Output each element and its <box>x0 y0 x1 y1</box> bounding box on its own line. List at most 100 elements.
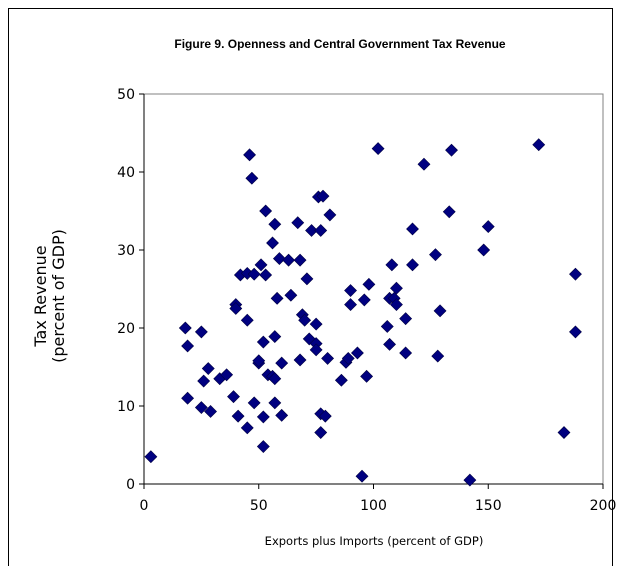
data-point <box>291 216 305 230</box>
x-axis <box>143 483 604 489</box>
data-point <box>318 409 332 423</box>
data-point <box>252 354 266 368</box>
data-point <box>181 339 195 353</box>
plot-area <box>143 93 604 485</box>
y-tick-label: 40 <box>117 165 135 181</box>
data-point <box>341 351 355 365</box>
data-point <box>275 408 289 422</box>
data-point <box>259 204 273 218</box>
data-point <box>256 440 270 453</box>
y-axis-label-line-1: Tax Revenue <box>31 245 50 347</box>
data-point <box>309 317 323 331</box>
x-tick-label: 0 <box>140 498 149 514</box>
data-point <box>442 205 456 219</box>
data-point <box>406 258 419 272</box>
data-point <box>569 325 582 339</box>
y-axis-label-group: Tax Revenue (percent of GDP) <box>31 229 68 363</box>
data-point <box>355 469 369 483</box>
x-tick-label: 50 <box>250 498 268 514</box>
data-point <box>181 391 195 405</box>
data-point <box>268 217 282 231</box>
x-axis-label: Exports plus Imports (percent of GDP) <box>265 534 484 548</box>
data-point <box>532 138 546 152</box>
data-point <box>433 304 447 318</box>
data-point <box>309 343 323 357</box>
data-point <box>445 143 458 157</box>
data-point <box>344 284 357 297</box>
data-point <box>282 253 296 267</box>
x-tick-labels: 0 50 100 150 200 <box>140 498 617 514</box>
data-point <box>272 252 286 266</box>
data-point <box>229 302 243 315</box>
y-tick-label: 20 <box>117 321 135 337</box>
data-point <box>344 298 357 312</box>
data-point <box>243 148 256 162</box>
y-tick-label: 30 <box>117 243 135 259</box>
data-point <box>351 346 364 360</box>
data-point <box>399 312 413 326</box>
data-point <box>247 267 261 281</box>
data-point <box>362 277 376 291</box>
x-tick-label: 200 <box>590 498 617 514</box>
data-point <box>268 330 282 344</box>
data-point <box>266 236 279 250</box>
data-point <box>417 157 431 171</box>
data-point <box>247 396 261 410</box>
data-points <box>144 138 582 487</box>
y-axis <box>139 93 145 485</box>
data-point <box>256 410 270 424</box>
data-point <box>334 373 348 387</box>
data-point <box>385 258 399 272</box>
x-tick-label: 150 <box>475 498 502 514</box>
data-point <box>240 421 254 435</box>
data-point <box>197 374 211 388</box>
data-point <box>227 390 240 404</box>
data-point <box>314 224 328 237</box>
data-point <box>305 224 318 237</box>
data-point <box>429 248 442 262</box>
data-point <box>481 220 495 234</box>
y-axis-label-line-2: (percent of GDP) <box>49 229 68 363</box>
data-point <box>231 409 245 423</box>
y-tick-label: 10 <box>117 399 135 415</box>
data-point <box>144 450 158 464</box>
data-point <box>383 337 396 351</box>
data-point <box>178 321 192 335</box>
chart-border <box>8 8 613 566</box>
data-point <box>254 258 268 272</box>
data-point <box>371 142 385 156</box>
data-point <box>194 401 208 414</box>
data-point <box>314 426 328 439</box>
data-point <box>380 320 394 333</box>
data-point <box>399 346 413 360</box>
data-point <box>298 313 312 327</box>
chart-title: Figure 9. Openness and Central Governmen… <box>174 37 506 51</box>
data-point <box>204 405 217 418</box>
data-point <box>270 291 284 305</box>
data-point <box>300 272 314 286</box>
data-point <box>194 325 208 339</box>
data-point <box>268 372 282 386</box>
data-point <box>268 396 282 410</box>
data-point <box>240 313 254 327</box>
data-point <box>275 356 289 370</box>
data-point <box>390 281 403 295</box>
data-point <box>477 243 491 257</box>
data-point <box>316 189 330 203</box>
y-tick-labels: 0 10 20 30 40 50 <box>117 87 135 493</box>
x-tick-label: 100 <box>360 498 387 514</box>
data-point <box>321 351 335 365</box>
data-point <box>323 208 337 222</box>
data-point <box>569 267 582 281</box>
data-point <box>201 362 215 375</box>
data-point <box>431 349 445 363</box>
data-point <box>293 253 307 267</box>
data-point <box>357 293 371 307</box>
y-tick-label: 50 <box>117 87 135 103</box>
data-point <box>293 353 307 367</box>
data-point <box>360 369 374 383</box>
data-point <box>259 268 273 282</box>
data-point <box>390 298 403 312</box>
data-point <box>463 473 477 487</box>
